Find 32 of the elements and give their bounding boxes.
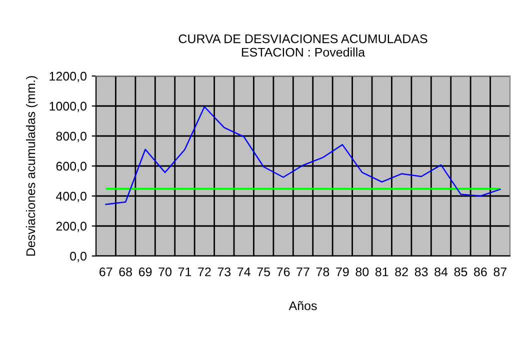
line-series [105,106,501,206]
y-tick-label: 200,0 [56,222,86,232]
x-tick-label: 85 [454,267,468,276]
y-tick-label: 1000,0 [50,102,86,112]
x-axis-title: Años [288,301,317,310]
x-tick-label: 67 [100,267,112,276]
x-tick-label: 78 [316,267,330,276]
x-tick-label: 70 [158,267,172,276]
x-tick-label: 75 [257,268,270,276]
y-tick-label: 800,0 [56,132,86,142]
y-tick-label: 1200,0 [50,72,86,82]
x-tick-label: 87 [494,267,506,276]
y-tick-label: 0,0 [70,252,86,262]
x-tick-label: 73 [218,267,231,276]
chart-title: CURVA DE DESVIACIONES ACUMULADAS ESTACION : Povedilla [178,34,428,57]
y-axis-title: Desviaciones acumuladas (mm.) [26,76,38,256]
x-tick-label: 82 [395,267,408,276]
x-tick-label: 72 [198,267,211,276]
x-tick-label: 74 [238,268,250,276]
x-tick-label: 71 [178,268,192,276]
x-tick-label: 80 [356,267,369,276]
x-tick-label: 83 [414,267,428,276]
x-tick-label: 86 [474,267,487,276]
x-tick-label: 69 [138,267,152,276]
x-tick-label: 77 [296,268,310,276]
x-tick-label: 81 [375,267,388,276]
x-tick-label: 84 [434,267,448,276]
x-tick-label: 68 [119,267,132,276]
y-tick-label: 600,0 [56,162,86,172]
x-tick-label: 79 [336,267,349,276]
y-tick-label: 400,0 [56,192,86,202]
x-tick-label: 76 [276,267,290,276]
